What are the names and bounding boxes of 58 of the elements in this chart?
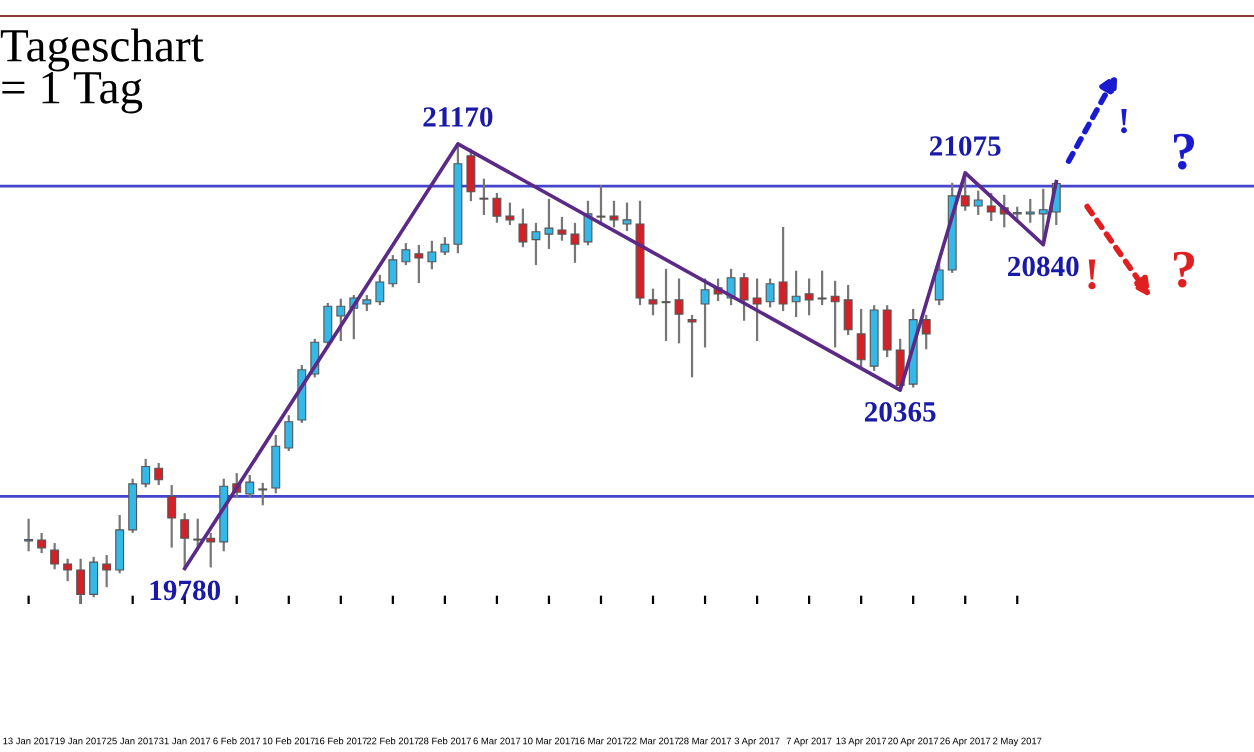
candlestick (1025, 198, 1035, 223)
candlestick (492, 192, 502, 223)
candlestick (505, 202, 515, 226)
candlestick (206, 532, 216, 568)
candlestick (765, 278, 775, 308)
chart-title: Tageschart (0, 28, 204, 72)
annotation: 20365 (864, 402, 936, 422)
candlestick (817, 270, 827, 306)
chart-subtitle: = 1 Tag (2, 72, 143, 114)
candlestick (466, 148, 476, 202)
candlestick (414, 244, 424, 284)
candlestick (518, 208, 528, 248)
candlestick (24, 518, 34, 552)
candlestick (804, 278, 814, 316)
candlestick (193, 518, 203, 549)
candlestick (323, 302, 333, 346)
candlestick (973, 190, 983, 215)
candlestick (830, 280, 840, 348)
candlestick (843, 284, 853, 336)
candlestick (401, 243, 411, 266)
text: ? (1174, 133, 1195, 170)
candlestick (388, 255, 398, 288)
candlestick (128, 478, 138, 533)
candlestick (375, 274, 385, 306)
candlestick (739, 273, 749, 321)
candlestick (752, 278, 762, 342)
candlestick (778, 226, 788, 312)
text: ! (1121, 109, 1127, 134)
candlestick (102, 555, 112, 588)
candlestick (986, 192, 996, 221)
candlestick (63, 558, 73, 582)
text: ! (1088, 259, 1096, 290)
text: ? (1174, 251, 1195, 288)
candlestick (115, 515, 125, 574)
candlestick (479, 178, 489, 215)
candlestick (427, 240, 437, 270)
candlestick (791, 270, 801, 318)
candlestick (89, 556, 99, 598)
candlestick (284, 415, 294, 451)
candlestick (882, 305, 892, 358)
candlestick (154, 463, 164, 486)
candlestick (141, 458, 151, 488)
candlestick (50, 543, 60, 570)
annotation: 21170 (423, 107, 493, 127)
candlestick (180, 513, 190, 570)
candlestick (856, 308, 866, 368)
annotation: 21075 (929, 136, 1001, 156)
candlestick (531, 222, 541, 266)
candlestick (700, 278, 710, 348)
candlestick (245, 474, 255, 498)
candlestick (336, 298, 346, 342)
annotation: 20840 (1008, 256, 1079, 277)
candlestick (167, 485, 177, 548)
annotation: 19780 (150, 580, 221, 601)
candlestick (921, 314, 931, 350)
candlestick (271, 434, 281, 494)
candlestick (258, 482, 268, 506)
candlestick (687, 314, 697, 378)
